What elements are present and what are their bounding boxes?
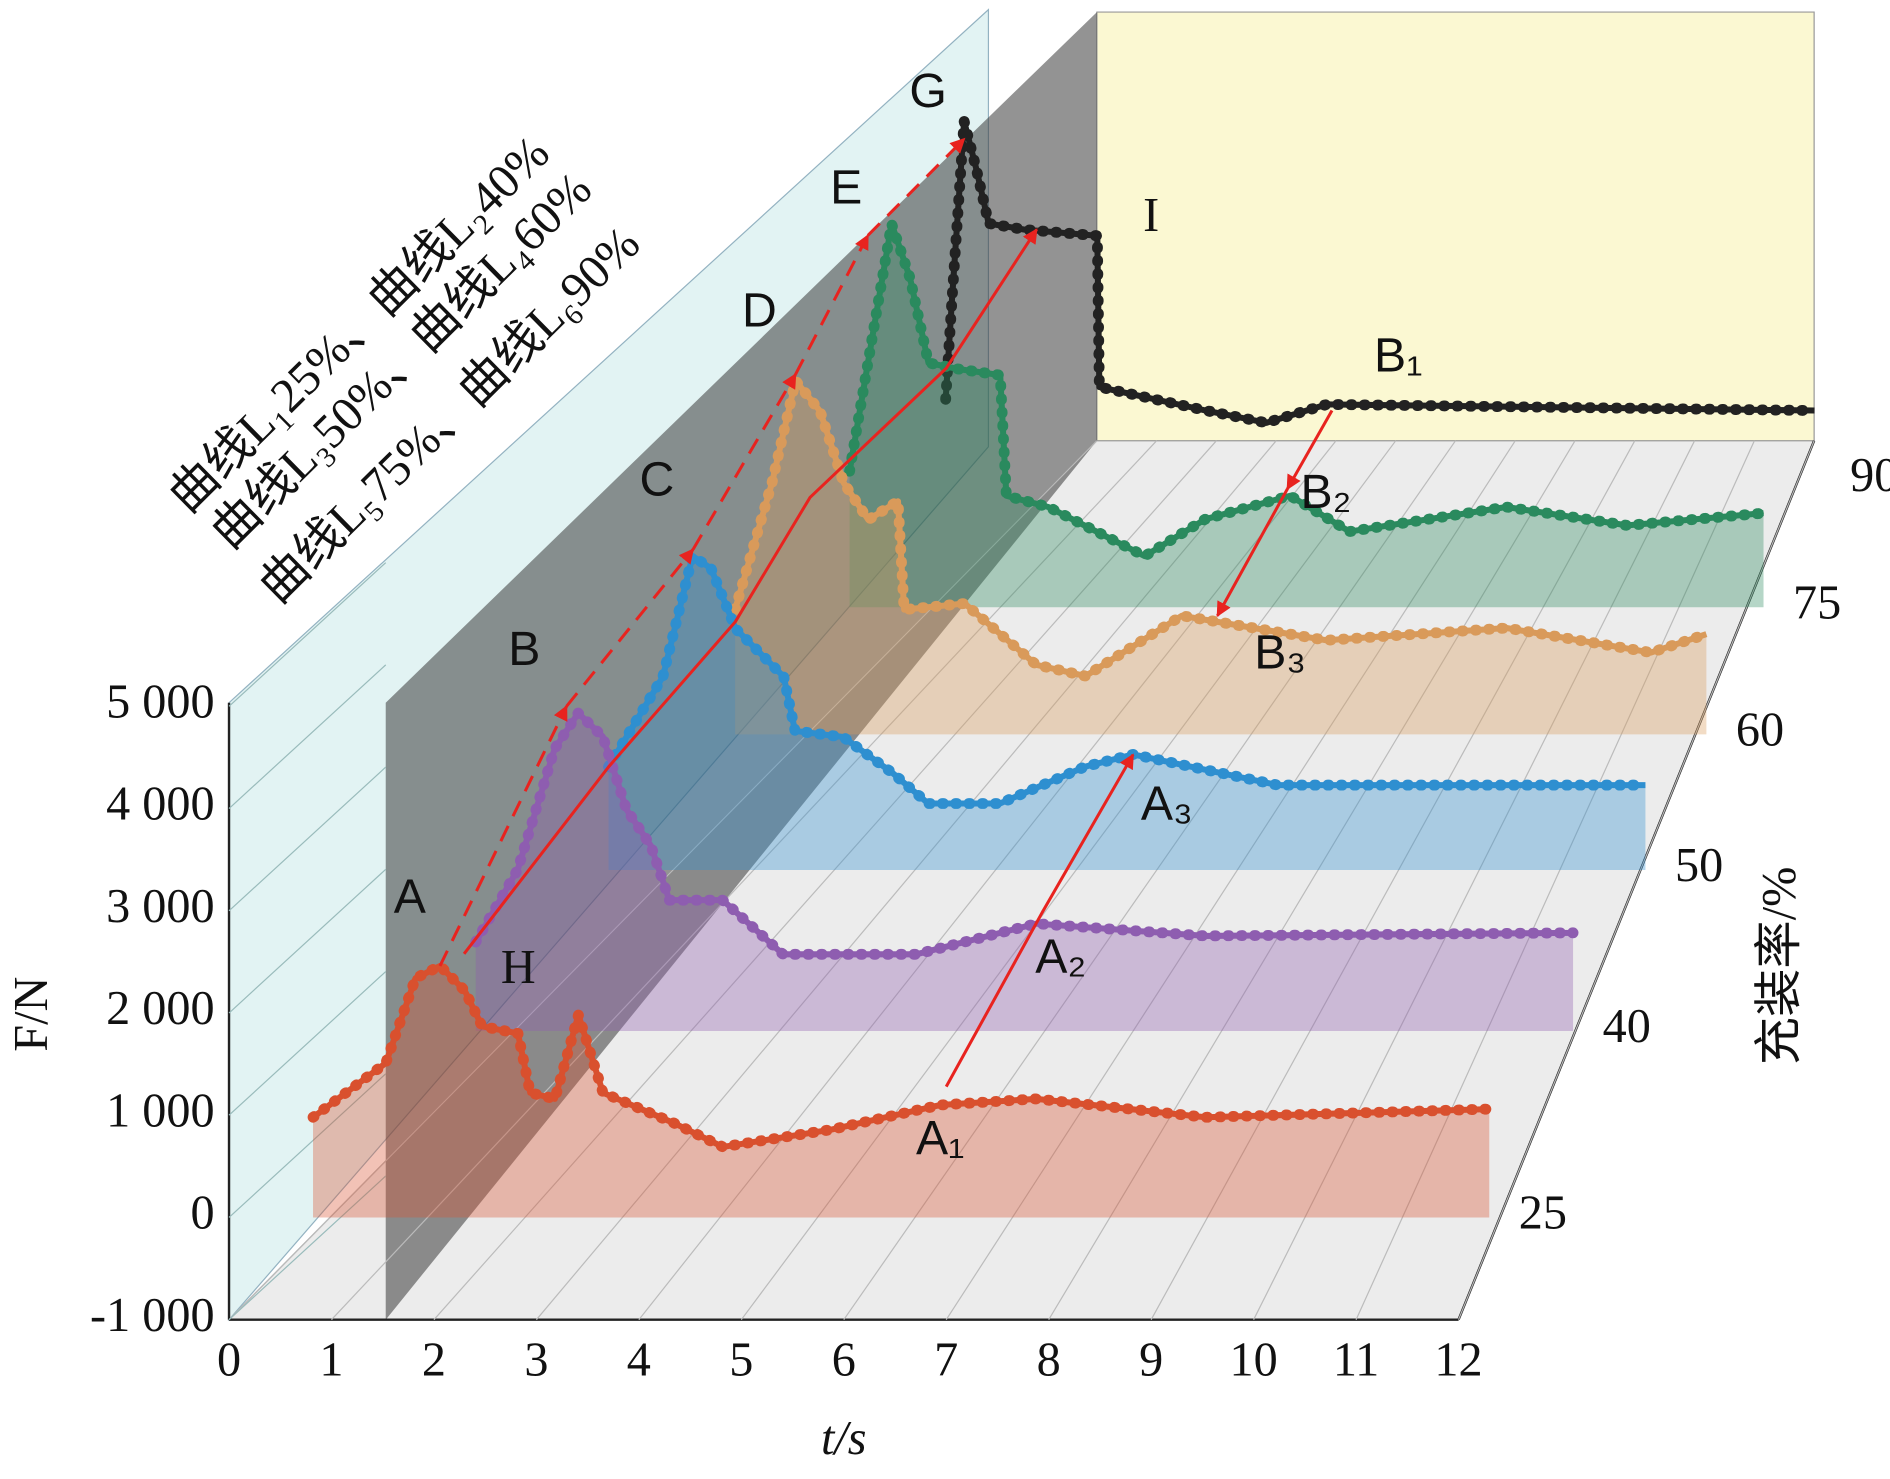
grid-line (843, 440, 1457, 1321)
x-tick-label: 6 (832, 1333, 856, 1386)
y-tick-label: 5 000 (106, 675, 214, 728)
grid-line (228, 1073, 387, 1218)
line-core (605, 553, 1646, 807)
x-axis-label: t/s (821, 1412, 867, 1465)
x-tick-label: 2 (422, 1333, 446, 1386)
peak-connector (691, 372, 797, 551)
grid-line (228, 766, 387, 912)
annotation: B₃ (1254, 625, 1306, 679)
area (475, 713, 1574, 1031)
grid-line (1253, 440, 1696, 1320)
b-connector (1286, 409, 1334, 491)
area (735, 380, 1707, 735)
annotation: B (508, 622, 540, 676)
b-connector (1216, 488, 1289, 618)
x-tick-label: 10 (1230, 1333, 1278, 1386)
annotation: A₂ (1035, 930, 1086, 984)
line-core (311, 962, 1490, 1150)
annotation: G (909, 64, 947, 118)
grid-line (228, 971, 387, 1116)
grid-line (433, 440, 1217, 1321)
y-axis-label: F/N (5, 977, 58, 1052)
x-tick-label: 11 (1333, 1333, 1379, 1386)
grid-line (228, 562, 387, 707)
annotation: A (394, 869, 427, 923)
grid-line (228, 1175, 387, 1321)
y-tick-label: 4 000 (106, 778, 214, 831)
x-tick-label: 8 (1037, 1333, 1061, 1386)
grid-line (638, 440, 1337, 1321)
y-tick-label: -1 000 (90, 1289, 215, 1342)
x-tick-label: 0 (217, 1333, 241, 1386)
annotation: B₂ (1301, 465, 1352, 519)
annotation: E (830, 160, 862, 214)
x-tick-label: 3 (524, 1333, 548, 1386)
grid-line (1355, 440, 1755, 1320)
y-tick-label: 1 000 (106, 1084, 214, 1137)
area (313, 965, 1490, 1218)
x-tick-label: 9 (1139, 1333, 1163, 1386)
annotation: A₁ (916, 1111, 964, 1165)
grid-line (228, 664, 387, 810)
back-wall (1096, 11, 1815, 442)
x-tick-label: 5 (729, 1333, 753, 1386)
z-tick-label: 40 (1603, 1000, 1651, 1053)
x-tick-label: 1 (319, 1333, 343, 1386)
annotation: I (1143, 189, 1159, 242)
x-tick-label: 12 (1434, 1333, 1482, 1386)
annotation: C (640, 453, 675, 507)
annotation: B₁ (1374, 328, 1422, 382)
line-core (846, 220, 1764, 560)
a-connector (944, 753, 1135, 1088)
annotation: H (501, 941, 536, 994)
grid-line (535, 440, 1277, 1321)
z-tick-label: 90 (1850, 449, 1890, 502)
peak-connector (565, 548, 695, 708)
z-tick-label: 25 (1519, 1187, 1567, 1240)
area (849, 223, 1764, 608)
z-axis-label: 充装率/% (1753, 867, 1806, 1066)
y-tick-label: 2 000 (106, 982, 214, 1035)
grid-line (331, 440, 1158, 1321)
y-tick-label: 3 000 (106, 880, 214, 933)
grid-line (1457, 440, 1815, 1320)
x-tick-label: 7 (934, 1333, 958, 1386)
grid-line (740, 440, 1397, 1321)
valley-connector (462, 228, 1038, 955)
z-tick-label: 75 (1793, 576, 1841, 629)
z-tick-label: 50 (1675, 839, 1723, 892)
x-tick-label: 4 (627, 1333, 651, 1386)
grid-line (1150, 440, 1636, 1320)
peak-connector (438, 704, 568, 967)
annotation: D (742, 284, 777, 338)
grid-line (945, 440, 1516, 1321)
annotation: A₃ (1141, 776, 1193, 830)
line-core (732, 377, 1708, 680)
area (608, 556, 1646, 870)
peak-connector (866, 137, 966, 237)
line-core (473, 710, 1574, 958)
grid-line (228, 868, 387, 1014)
y-tick-label: 0 (190, 1187, 214, 1240)
z-tick-label: 60 (1736, 703, 1784, 756)
grid-line (1048, 440, 1576, 1320)
